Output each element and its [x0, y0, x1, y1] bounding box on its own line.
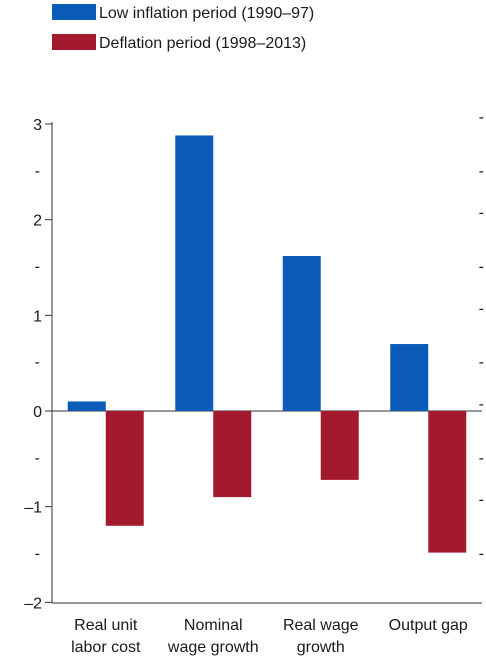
y-tick-label: 1	[33, 308, 42, 325]
bar-series1-cat1	[67, 401, 106, 411]
y-tick-label: 2	[33, 213, 42, 230]
y-minor-tick: -	[35, 450, 40, 467]
y-tick-label: 3	[33, 117, 42, 134]
category-label: labor cost	[71, 639, 141, 656]
y-tick-label: –1	[24, 500, 42, 517]
bar-series1-cat2	[175, 135, 214, 412]
bar-series1-cat3	[282, 256, 321, 411]
category-label: Real wage	[283, 617, 359, 634]
right-tick-mark: -	[479, 396, 484, 413]
bars	[67, 135, 467, 553]
category-label: wage growth	[167, 639, 259, 656]
y-minor-tick: -	[35, 259, 40, 276]
category-labels: Real unit labor cost Nominal wage growth Rea…	[71, 617, 468, 656]
right-tick-mark: -	[479, 492, 484, 509]
legend-swatch-1	[52, 4, 96, 20]
bar-series2-cat4	[428, 411, 467, 553]
y-minor-tick: -	[35, 354, 40, 371]
right-minor-tick: -	[479, 450, 484, 467]
category-label: Output gap	[389, 617, 468, 634]
right-minor-tick: -	[479, 259, 484, 276]
right-tick-mark: -	[479, 300, 484, 317]
legend-swatch-2	[52, 34, 96, 50]
bar-series2-cat2	[213, 411, 252, 498]
right-tick-mark: -	[479, 205, 484, 222]
bar-series1-cat4	[390, 344, 429, 411]
bar-series2-cat1	[105, 411, 144, 526]
legend: Low inflation period (1990–97) Deflation …	[52, 4, 314, 52]
y-tick-label: –2	[24, 595, 42, 612]
y-minor-tick: -	[35, 546, 40, 563]
category-label: Real unit	[74, 617, 138, 634]
y-tick-label: 0	[33, 404, 42, 421]
y-minor-tick: -	[35, 163, 40, 180]
legend-label-2: Deflation period (1998–2013)	[99, 35, 306, 52]
right-minor-tick: -	[479, 354, 484, 371]
right-tick-mark: -	[479, 109, 484, 126]
right-minor-tick: -	[479, 163, 484, 180]
right-minor-tick: -	[479, 546, 484, 563]
bar-series2-cat3	[320, 411, 359, 480]
category-label: Nominal	[184, 617, 243, 634]
legend-label-1: Low inflation period (1990–97)	[99, 5, 314, 22]
category-label: growth	[297, 639, 345, 656]
